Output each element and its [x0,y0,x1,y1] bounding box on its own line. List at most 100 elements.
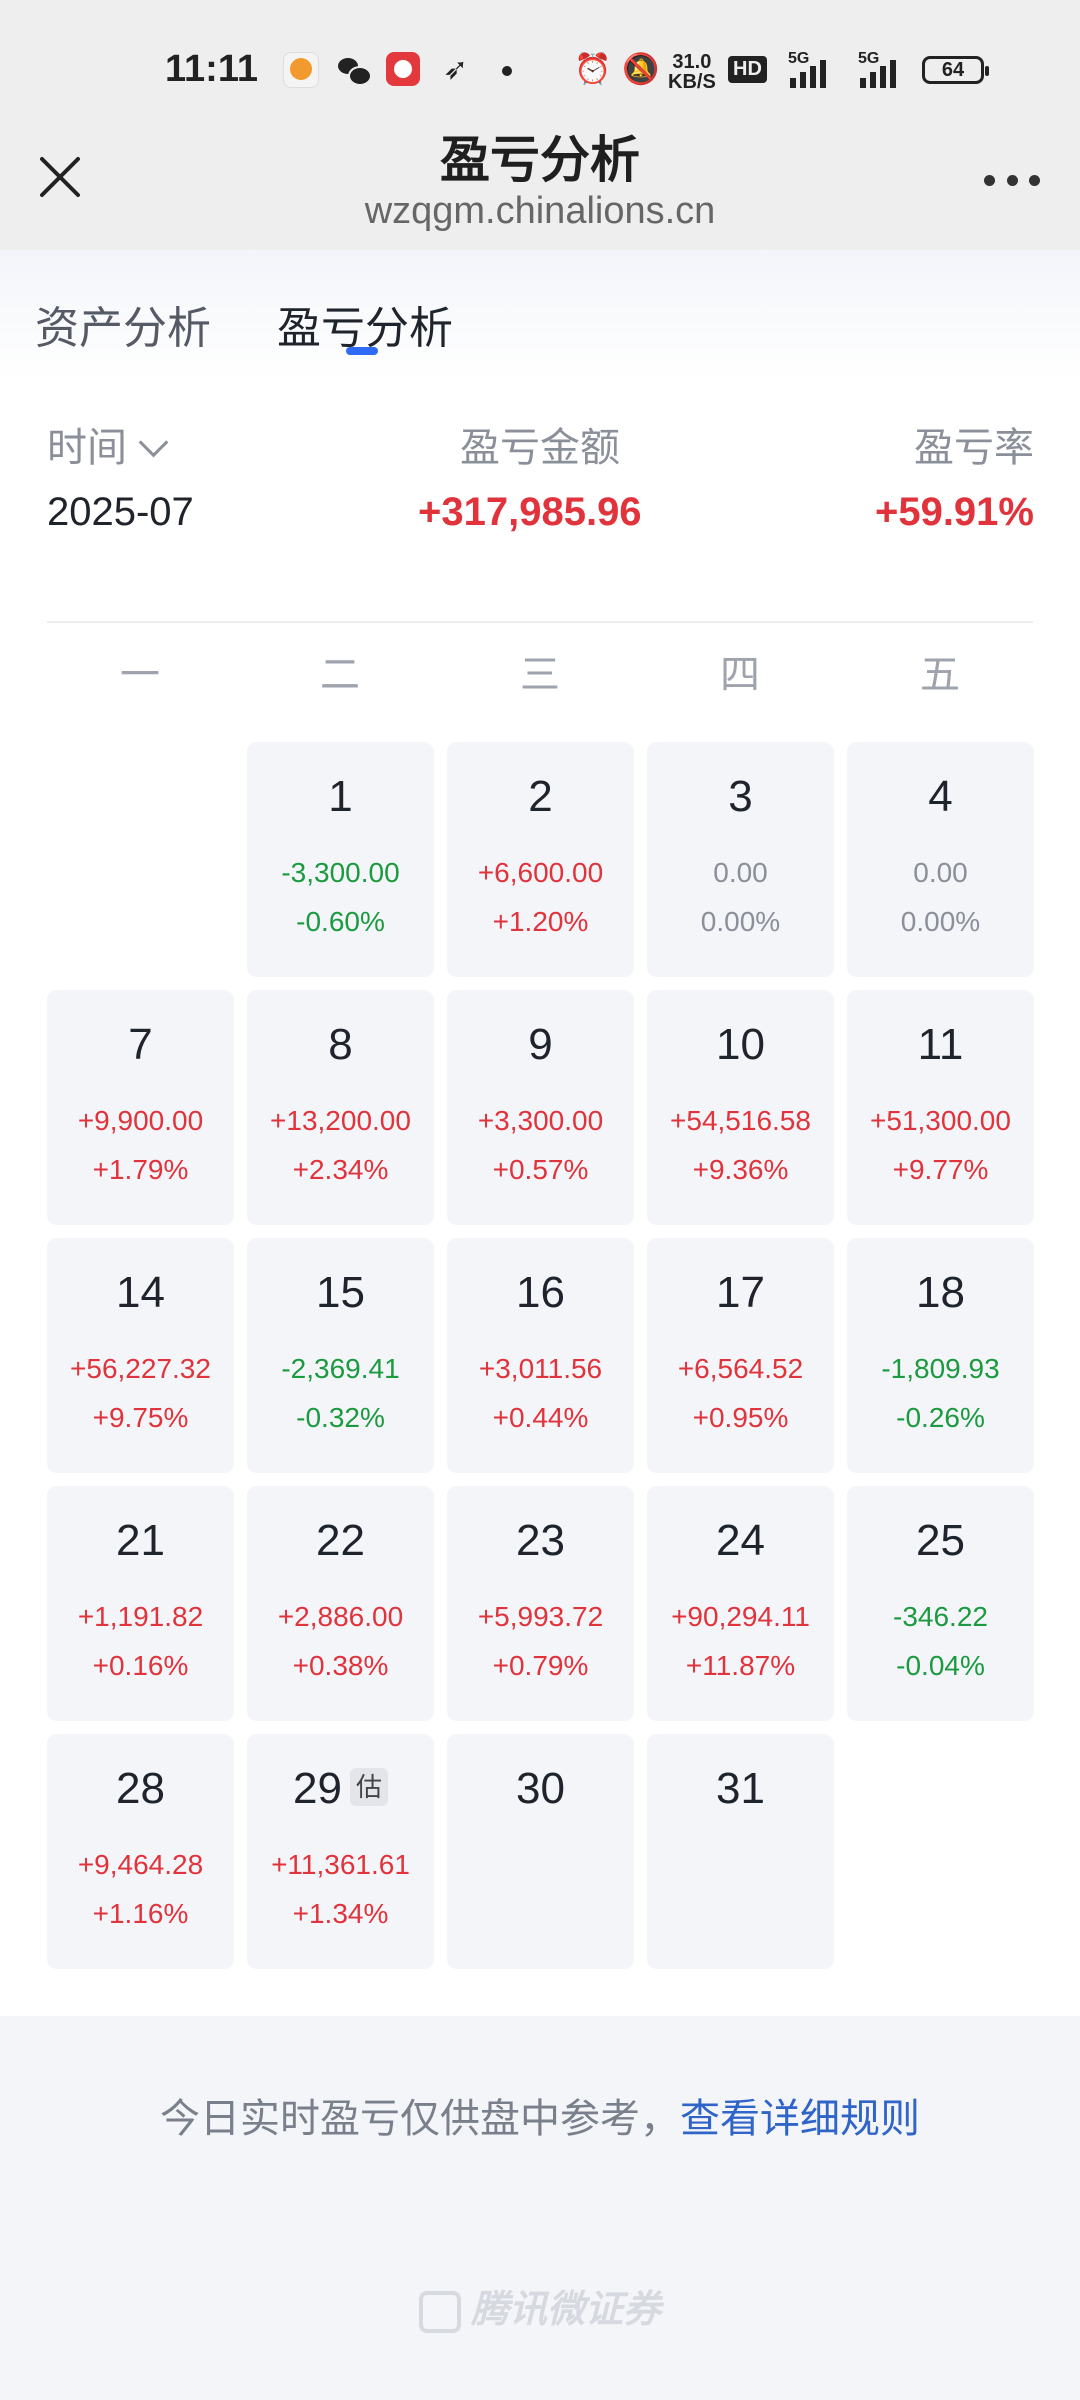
calendar-day-cell[interactable]: 11 +51,300.00 +9.77% [847,990,1034,1225]
rate-label: 盈亏率 [914,426,1034,470]
day-pnl-amount: -346.22 [893,1601,988,1632]
calendar-day-cell[interactable]: 3 0.00 0.00% [647,742,834,977]
day-pnl-amount: -3,300.00 [281,857,400,888]
day-pnl-amount: +90,294.11 [671,1601,810,1632]
day-number: 17 [716,1268,765,1317]
day-pnl-amount: -1,809.93 [881,1353,1000,1384]
day-number: 22 [316,1516,365,1565]
calendar-day-cell[interactable]: 8 +13,200.00 +2.34% [247,990,434,1225]
day-number: 24 [716,1516,765,1565]
calendar-day-cell[interactable]: 31 [647,1734,834,1969]
weekday-header: 五 [920,653,960,697]
leaf-icon: ➶ [443,53,469,86]
day-pnl-rate: +9.36% [692,1154,789,1185]
calendar-day-cell[interactable]: 24 +90,294.11 +11.87% [647,1486,834,1721]
day-number: 1 [328,772,353,821]
calendar-day-cell[interactable]: 17 +6,564.52 +0.95% [647,1238,834,1473]
day-pnl-rate: +1.16% [92,1898,189,1929]
day-number: 14 [116,1268,165,1317]
day-pnl-rate: -0.32% [296,1402,385,1433]
day-pnl-rate: +0.16% [92,1650,189,1681]
day-number: 30 [516,1764,565,1813]
active-tab-indicator [346,347,378,355]
calendar-day-cell[interactable]: 25 -346.22 -0.04% [847,1486,1034,1721]
day-pnl-rate: -0.04% [896,1650,985,1681]
weekday-header: 四 [720,653,760,697]
weekday-header: 一 [120,653,160,697]
day-number: 3 [728,772,753,821]
day-pnl-amount: +56,227.32 [70,1353,211,1384]
divider [47,621,1033,623]
day-pnl-amount: +1,191.82 [77,1601,204,1632]
tab-pnl-analysis[interactable]: 盈亏分析 [277,304,453,353]
page-domain: wzqgm.chinalions.cn [364,190,716,232]
day-number: 8 [328,1020,353,1069]
chart-logo-icon [418,2290,461,2333]
day-pnl-amount: +6,564.52 [677,1353,804,1384]
calendar-day-cell[interactable]: 4 0.00 0.00% [847,742,1034,977]
calendar-day-cell[interactable]: 30 [447,1734,634,1969]
day-pnl-amount: +54,516.58 [670,1105,811,1136]
weekday-header: 二 [320,653,360,697]
calendar-day-cell[interactable]: 15 -2,369.41 -0.32% [247,1238,434,1473]
more-options-icon[interactable] [984,175,1040,191]
day-pnl-rate: +0.38% [292,1650,389,1681]
day-number: 28 [116,1764,165,1813]
shopping-app-icon [386,52,420,86]
day-pnl-amount: 0.00 [713,857,768,888]
calendar-day-cell[interactable]: 9 +3,300.00 +0.57% [447,990,634,1225]
day-pnl-rate: +0.57% [492,1154,589,1185]
notification-dot-icon [502,66,512,76]
day-pnl-rate: +9.77% [892,1154,989,1185]
footer: 今日实时盈亏仅供盘中参考，查看详细规则 腾讯微证券 [0,2016,1080,2400]
calendar-day-cell[interactable]: 22 +2,886.00 +0.38% [247,1486,434,1721]
day-pnl-amount: -2,369.41 [281,1353,400,1384]
calendar-day-cell[interactable]: 23 +5,993.72 +0.79% [447,1486,634,1721]
calendar-day-cell[interactable]: 14 +56,227.32 +9.75% [47,1238,234,1473]
chevron-down-icon [138,427,169,458]
calendar-day-cell[interactable]: 18 -1,809.93 -0.26% [847,1238,1034,1473]
calendar-day-cell[interactable]: 21 +1,191.82 +0.16% [47,1486,234,1721]
time-selector[interactable]: 时间 [47,415,169,473]
day-pnl-amount: +51,300.00 [870,1105,1011,1136]
calendar-day-cell[interactable]: 2 +6,600.00 +1.20% [447,742,634,977]
weekday-header: 三 [520,653,560,697]
day-number: 21 [116,1516,165,1565]
day-pnl-rate: +0.44% [492,1402,589,1433]
day-number: 25 [916,1516,965,1565]
day-number: 31 [716,1764,765,1813]
day-pnl-rate: +2.34% [292,1154,389,1185]
status-time: 11:11 [165,48,258,90]
day-pnl-rate: +1.20% [492,906,589,937]
calendar-day-cell[interactable]: 28 +9,464.28 +1.16% [47,1734,234,1969]
day-number: 7 [128,1020,153,1069]
calendar-day-cell[interactable]: 29 估 +11,361.61 +1.34% [247,1734,434,1969]
day-number: 2 [528,772,553,821]
battery-icon: 64 [922,56,989,84]
day-number: 11 [917,1020,964,1069]
day-pnl-rate: -0.60% [296,906,385,937]
day-number: 4 [928,772,953,821]
calendar-day-cell[interactable]: 10 +54,516.58 +9.36% [647,990,834,1225]
day-pnl-rate: 0.00% [900,906,981,937]
calendar-day-cell[interactable]: 16 +3,011.56 +0.44% [447,1238,634,1473]
hd-voice-icon: HD [728,56,767,83]
day-pnl-amount: +3,300.00 [477,1105,604,1136]
day-pnl-rate: +11.87% [685,1650,796,1681]
day-pnl-rate: +1.34% [292,1898,389,1929]
day-pnl-amount: +13,200.00 [270,1105,411,1136]
brand-watermark: 腾讯微证券 [0,2278,1080,2333]
close-icon[interactable] [38,155,82,199]
day-pnl-amount: +9,900.00 [77,1105,204,1136]
calendar-day-cell[interactable]: 7 +9,900.00 +1.79% [47,990,234,1225]
day-pnl-rate: +0.95% [692,1402,789,1433]
calendar-day-cell[interactable]: 1 -3,300.00 -0.60% [247,742,434,977]
estimate-badge: 估 [349,1768,388,1807]
day-pnl-amount: +5,993.72 [477,1601,604,1632]
signal-icon-1: 5G [788,50,834,90]
tab-asset-analysis[interactable]: 资产分析 [35,304,211,353]
day-pnl-amount: +11,361.61 [271,1849,410,1880]
view-rules-link[interactable]: 查看详细规则 [680,2097,920,2141]
day-pnl-amount: +9,464.28 [77,1849,204,1880]
day-pnl-rate: 0.00% [700,906,781,937]
